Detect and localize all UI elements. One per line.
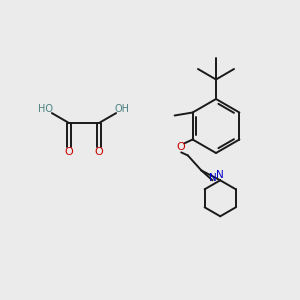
Text: O: O — [64, 147, 74, 157]
Text: OH: OH — [115, 103, 130, 114]
Text: N: N — [216, 170, 224, 180]
Text: O: O — [94, 147, 103, 157]
Text: N: N — [209, 173, 217, 183]
Text: O: O — [177, 142, 186, 152]
Text: HO: HO — [38, 103, 53, 114]
